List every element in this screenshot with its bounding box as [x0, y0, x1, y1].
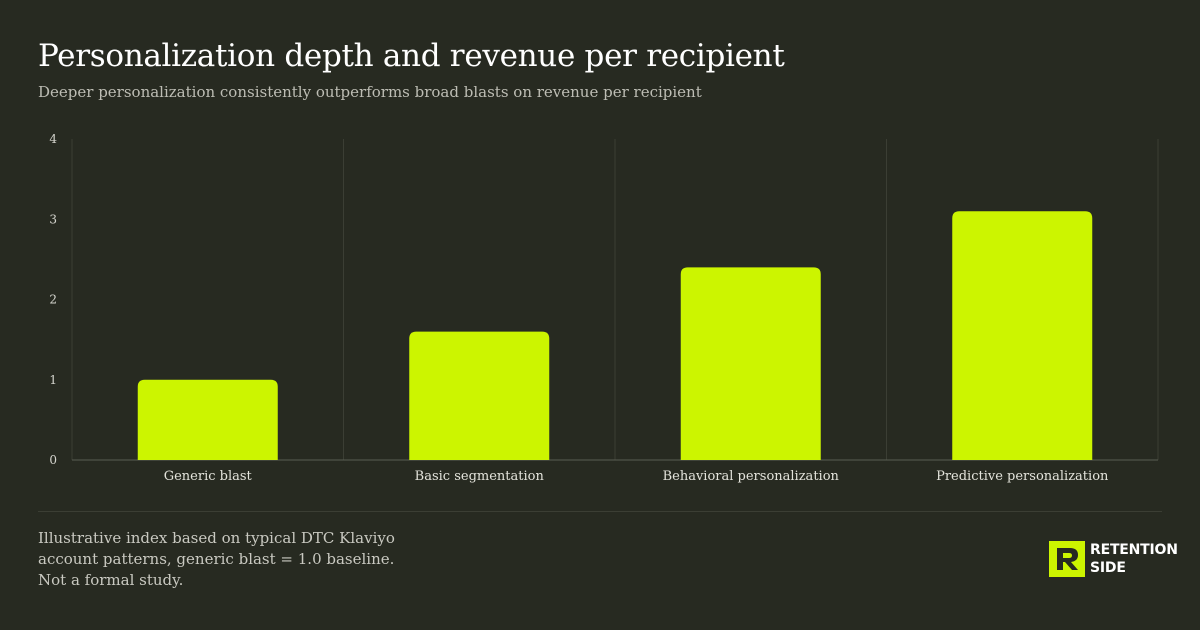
logo-text-line2: SIDE: [1090, 560, 1126, 576]
retention-side-logo: RETENTION SIDE: [1049, 541, 1178, 577]
chart-title: Personalization depth and revenue per re…: [38, 38, 785, 74]
logo-text-line1: RETENTION: [1090, 542, 1178, 558]
x-tick-label: Behavioral personalization: [663, 469, 840, 484]
footnote: Illustrative index based on typical DTC …: [38, 529, 395, 589]
x-tick-label: Predictive personalization: [936, 469, 1109, 484]
footer-divider: [38, 511, 1162, 512]
y-tick-label: 4: [49, 132, 57, 146]
chart-subtitle: Deeper personalization consistently outp…: [38, 83, 702, 101]
y-tick-label: 2: [49, 293, 57, 307]
bar-chart: 0 1 2 3 4 Generic blast Basic segmentation Beha…: [49, 132, 1159, 484]
bar: [409, 331, 550, 460]
retention-side-logo-icon: [1049, 541, 1085, 577]
y-tick-label: 1: [49, 373, 57, 387]
x-tick-label: Generic blast: [164, 469, 253, 484]
x-tick-label: Basic segmentation: [415, 469, 545, 484]
y-tick-label: 3: [49, 212, 57, 226]
bar: [137, 379, 278, 460]
y-tick-label: 0: [49, 453, 57, 467]
bar: [952, 211, 1093, 460]
logo-text: RETENTION SIDE: [1090, 541, 1178, 577]
bar: [680, 267, 821, 460]
